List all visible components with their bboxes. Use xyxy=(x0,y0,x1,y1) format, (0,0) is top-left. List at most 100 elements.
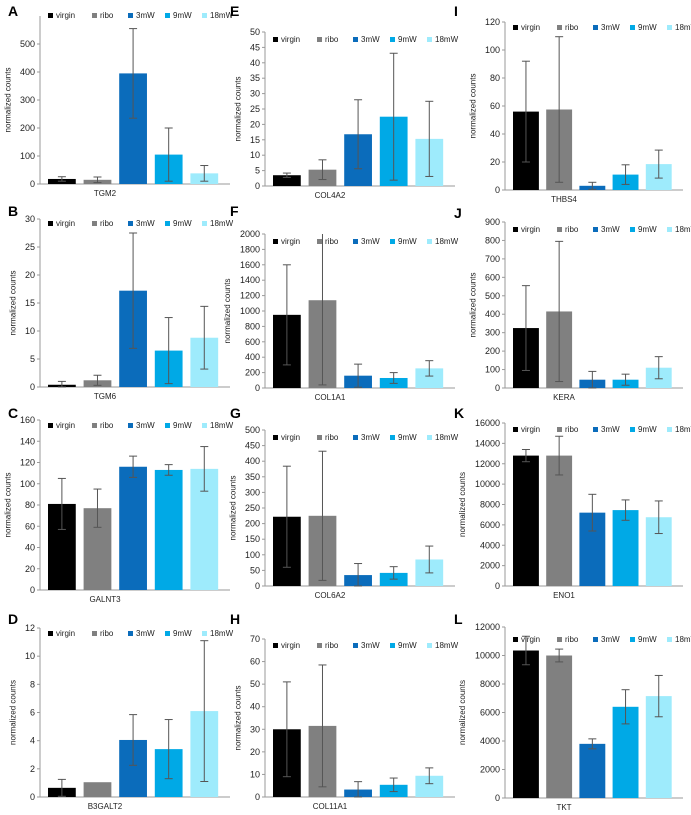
legend-swatch-3mw xyxy=(593,637,598,642)
legend-swatch-ribo xyxy=(92,13,97,18)
y-tick-label: 30 xyxy=(250,89,260,99)
chart-panel-l: L 0 2000 4000 6000 8000 10000 12000 normalized c… xyxy=(454,611,691,812)
legend-swatch-virgin xyxy=(273,37,278,42)
panel-letter: F xyxy=(230,203,239,219)
y-tick-label: 500 xyxy=(20,39,35,49)
legend-swatch-9mw xyxy=(630,637,635,642)
y-axis-label: normalized counts xyxy=(234,77,243,142)
legend-label: 3mW xyxy=(136,219,155,228)
legend-label: ribo xyxy=(325,237,339,246)
y-tick-label: 12000 xyxy=(475,622,500,632)
legend: virgin ribo 3mW 9mW 18mW xyxy=(48,421,234,430)
y-tick-label: 6 xyxy=(30,708,35,718)
x-axis-label: COL6A2 xyxy=(315,591,346,600)
bar-9mw xyxy=(154,469,183,590)
legend: virgin ribo 3mW 9mW 18mW xyxy=(513,425,691,434)
legend-label: ribo xyxy=(565,225,579,234)
panel-letter: C xyxy=(8,405,18,421)
legend: virgin ribo 3mW 9mW 18mW xyxy=(48,11,234,20)
y-tick-label: 200 xyxy=(245,519,260,529)
chart-panel-f: F 0 200 400 600 800 1000 1200 1400 1600 1800 2000 no… xyxy=(223,203,458,402)
legend-label: 3mW xyxy=(601,225,620,234)
legend-swatch-3mw xyxy=(353,643,358,648)
legend-swatch-18mw xyxy=(667,637,672,642)
legend-label: 9mW xyxy=(173,421,192,430)
legend: virgin ribo 3mW 9mW 18mW xyxy=(273,237,459,246)
y-tick-label: 0 xyxy=(255,383,260,393)
legend-label: 9mW xyxy=(638,225,657,234)
y-tick-label: 200 xyxy=(245,368,260,378)
legend: virgin ribo 3mW 9mW 18mW xyxy=(513,635,691,644)
legend-swatch-18mw xyxy=(667,25,672,30)
y-tick-label: 10 xyxy=(25,651,35,661)
x-axis-label: COL4A2 xyxy=(315,191,346,200)
legend-swatch-18mw xyxy=(202,631,207,636)
legend-label: 3mW xyxy=(361,237,380,246)
legend-swatch-3mw xyxy=(128,631,133,636)
chart-panel-i: I 0 20 40 60 80 100 120 normalized counts virgin r… xyxy=(454,3,691,204)
y-tick-label: 20 xyxy=(250,747,260,757)
legend-swatch-ribo xyxy=(557,637,562,642)
legend-swatch-9mw xyxy=(630,427,635,432)
y-tick-label: 300 xyxy=(485,328,500,338)
y-axis-label: normalized counts xyxy=(468,273,477,338)
y-tick-label: 8000 xyxy=(480,500,500,510)
legend-label: 9mW xyxy=(173,629,192,638)
y-tick-label: 10 xyxy=(250,150,260,160)
legend-swatch-virgin xyxy=(48,631,53,636)
x-axis-label: TGM2 xyxy=(94,189,117,198)
bar-virgin xyxy=(513,455,539,586)
legend-swatch-virgin xyxy=(513,227,518,232)
y-axis-label: normalized counts xyxy=(3,473,12,538)
y-tick-label: 350 xyxy=(245,472,260,482)
panel-letter: L xyxy=(454,611,463,627)
legend-swatch-virgin xyxy=(273,643,278,648)
y-tick-label: 100 xyxy=(485,365,500,375)
y-tick-label: 0 xyxy=(495,383,500,393)
y-tick-label: 800 xyxy=(485,235,500,245)
y-tick-label: 15 xyxy=(250,135,260,145)
y-tick-label: 15 xyxy=(25,298,35,308)
legend-swatch-9mw xyxy=(165,423,170,428)
y-tick-label: 1800 xyxy=(240,244,260,254)
y-tick-label: 0 xyxy=(255,581,260,591)
legend-swatch-virgin xyxy=(48,423,53,428)
legend-swatch-virgin xyxy=(513,25,518,30)
legend-swatch-virgin xyxy=(513,637,518,642)
legend-label: 18mW xyxy=(210,629,234,638)
panel-letter: G xyxy=(230,405,241,421)
legend-label: 9mW xyxy=(398,237,417,246)
legend-label: 3mW xyxy=(601,425,620,434)
y-tick-label: 5 xyxy=(255,166,260,176)
legend-swatch-3mw xyxy=(353,435,358,440)
legend-label: virgin xyxy=(521,23,540,32)
legend-label: 18mW xyxy=(435,35,459,44)
bar-3mw xyxy=(119,466,147,590)
legend-label: 18mW xyxy=(210,11,234,20)
x-axis-label: COL11A1 xyxy=(313,802,348,811)
y-tick-label: 50 xyxy=(250,27,260,37)
bar-3mw xyxy=(579,743,606,798)
legend-swatch-18mw xyxy=(202,221,207,226)
panel-letter: I xyxy=(454,3,458,19)
chart-panel-k: K 0 2000 4000 6000 8000 10000 12000 14000 16000 no… xyxy=(454,405,691,600)
legend-label: ribo xyxy=(565,23,579,32)
bar-9mw xyxy=(612,510,639,586)
chart-panel-a: A 0 100 200 300 400 500 normalized counts virgin… xyxy=(3,3,233,198)
y-tick-label: 16000 xyxy=(475,418,500,428)
legend-swatch-ribo xyxy=(557,25,562,30)
legend-swatch-18mw xyxy=(667,227,672,232)
y-axis-label: normalized counts xyxy=(3,68,12,133)
y-tick-label: 4000 xyxy=(480,736,500,746)
legend-swatch-virgin xyxy=(48,221,53,226)
y-tick-label: 700 xyxy=(485,254,500,264)
y-tick-label: 600 xyxy=(245,337,260,347)
legend-swatch-ribo xyxy=(557,427,562,432)
y-tick-label: 60 xyxy=(250,657,260,667)
legend-label: ribo xyxy=(325,433,339,442)
legend-swatch-18mw xyxy=(667,427,672,432)
legend-label: 18mW xyxy=(435,433,459,442)
panel-letter: A xyxy=(8,3,18,19)
bar-18mw xyxy=(415,368,444,388)
legend-label: virgin xyxy=(281,237,300,246)
